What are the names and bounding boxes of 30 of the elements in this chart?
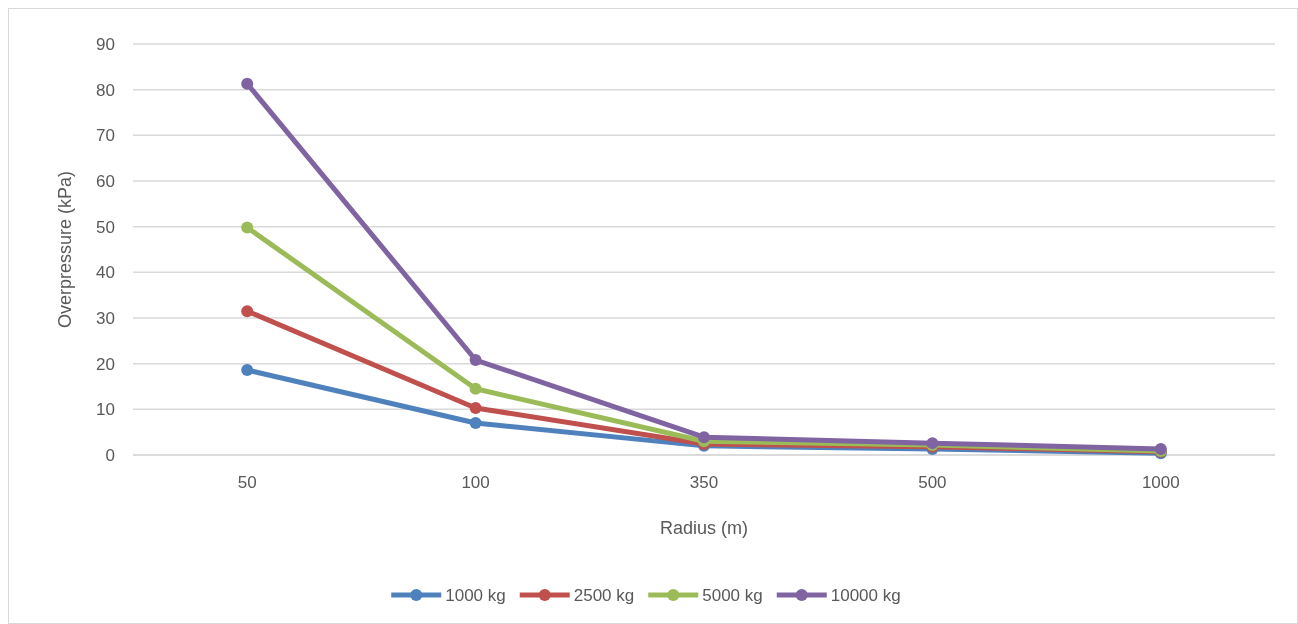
- point: [241, 221, 254, 234]
- x-tick-label: 1000: [1141, 473, 1180, 492]
- y-tick-label: 20: [96, 354, 115, 374]
- x-tick-label: 350: [689, 473, 719, 492]
- legend-label: 2500 kg: [573, 585, 635, 605]
- y-tick-label: 70: [96, 126, 115, 146]
- y-tick-label: 90: [96, 34, 115, 54]
- y-tick-label: 60: [96, 171, 115, 191]
- y-tick-label: 30: [96, 308, 115, 328]
- point: [469, 354, 482, 367]
- point: [469, 417, 482, 430]
- point: [241, 305, 254, 318]
- legend-label: 10000 kg: [830, 585, 901, 605]
- y-tick-label: 10: [96, 400, 115, 420]
- point: [698, 431, 710, 444]
- point: [241, 364, 254, 377]
- point: [469, 401, 482, 414]
- legend-label: 1000 kg: [445, 585, 506, 605]
- x-tick-label: 50: [237, 473, 257, 492]
- x-tick-label: 100: [461, 473, 490, 492]
- point: [241, 77, 254, 90]
- y-tick-label: 0: [105, 445, 115, 465]
- x-tick-label: 500: [918, 473, 947, 492]
- y-axis-title: Overpressure (kPa): [55, 170, 75, 329]
- x-axis-title: Radius (m): [659, 518, 749, 538]
- y-tick-label: 80: [96, 80, 115, 100]
- point: [469, 382, 482, 395]
- y-tick-label: 50: [96, 217, 115, 237]
- legend-label: 5000 kg: [702, 585, 763, 605]
- y-tick-label: 40: [96, 263, 115, 283]
